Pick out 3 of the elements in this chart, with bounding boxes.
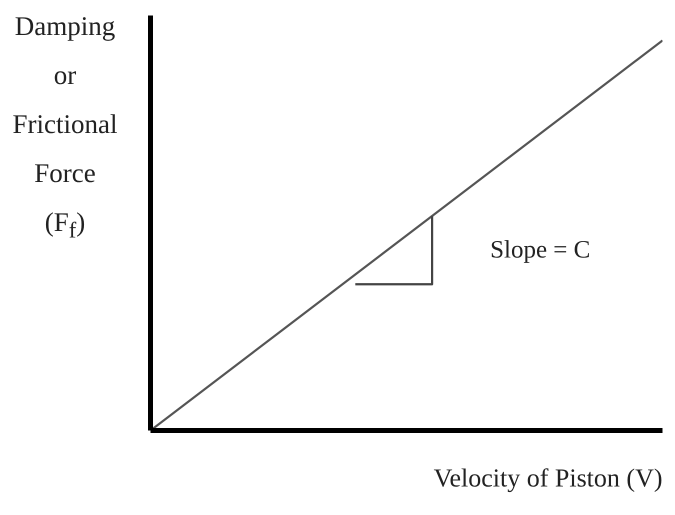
annotation: Slope = C	[490, 236, 590, 264]
y-axis-title: Damping or Frictional Force (F$_{f}$)	[12, 10, 118, 244]
x-axis-title: Velocity of Piston (V)	[434, 464, 662, 492]
